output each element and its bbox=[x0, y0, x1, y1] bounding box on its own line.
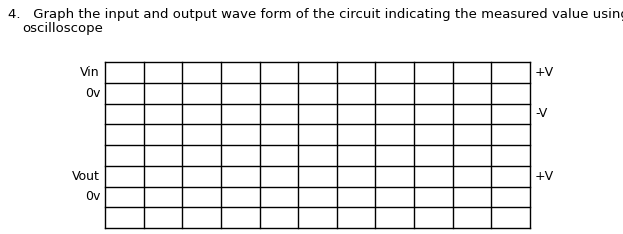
Text: oscilloscope: oscilloscope bbox=[22, 22, 103, 35]
Text: 4.   Graph the input and output wave form of the circuit indicating the measured: 4. Graph the input and output wave form … bbox=[8, 8, 623, 21]
Text: 0v: 0v bbox=[85, 87, 100, 100]
Text: +V: +V bbox=[535, 170, 554, 183]
Text: 0v: 0v bbox=[85, 190, 100, 203]
Text: Vin: Vin bbox=[80, 66, 100, 79]
Text: Vout: Vout bbox=[72, 170, 100, 183]
Text: -V: -V bbox=[535, 107, 547, 120]
Text: +V: +V bbox=[535, 66, 554, 79]
